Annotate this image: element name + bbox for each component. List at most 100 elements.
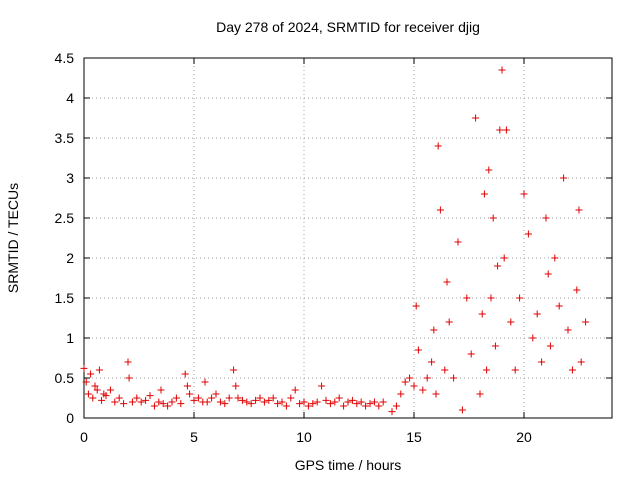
- data-point: [322, 396, 330, 404]
- data-point: [458, 406, 466, 414]
- data-point: [331, 398, 339, 406]
- data-point: [274, 400, 282, 408]
- data-point: [186, 390, 194, 398]
- data-point: [483, 366, 491, 374]
- x-tick-label: 15: [406, 429, 422, 445]
- data-point: [256, 394, 264, 402]
- data-point: [428, 358, 436, 366]
- data-point: [194, 394, 202, 402]
- data-point: [313, 398, 321, 406]
- data-point: [555, 302, 563, 310]
- data-point: [491, 342, 499, 350]
- x-tick-label: 10: [296, 429, 312, 445]
- data-point: [150, 402, 158, 410]
- data-point: [93, 386, 101, 394]
- data-point: [304, 402, 312, 410]
- data-point: [406, 374, 414, 382]
- data-point: [441, 366, 449, 374]
- data-points: [80, 66, 590, 416]
- data-point: [379, 398, 387, 406]
- data-point: [335, 394, 343, 402]
- data-point: [568, 366, 576, 374]
- data-point: [95, 366, 103, 374]
- data-point: [133, 394, 141, 402]
- data-point: [159, 400, 167, 408]
- data-point: [340, 402, 348, 410]
- y-tick-label: 3.5: [55, 130, 75, 146]
- chart-title: Day 278 of 2024, SRMTID for receiver dji…: [216, 19, 480, 35]
- data-point: [102, 392, 110, 400]
- data-point: [357, 398, 365, 406]
- data-point: [269, 394, 277, 402]
- data-point: [436, 206, 444, 214]
- data-point: [155, 398, 163, 406]
- data-point: [392, 402, 400, 410]
- data-point: [366, 400, 374, 408]
- data-point: [238, 396, 246, 404]
- data-point: [494, 262, 502, 270]
- data-point: [487, 294, 495, 302]
- y-tick-label: 2.5: [55, 210, 75, 226]
- data-point: [419, 386, 427, 394]
- data-point: [434, 142, 442, 150]
- y-tick-label: 4: [66, 90, 74, 106]
- data-point: [414, 346, 422, 354]
- y-tick-label: 1.5: [55, 290, 75, 306]
- y-tick-labels: 0 0.5 1 1.5 2 2.5 3 3.5 4 4.5: [55, 50, 75, 426]
- y-tick-label: 0.5: [55, 370, 75, 386]
- data-point: [362, 402, 370, 410]
- data-point: [476, 390, 484, 398]
- data-point: [520, 190, 528, 198]
- data-point: [183, 382, 191, 390]
- data-point: [538, 358, 546, 366]
- x-tick-label: 0: [80, 429, 88, 445]
- data-point: [84, 390, 92, 398]
- data-point: [454, 238, 462, 246]
- data-point: [573, 286, 581, 294]
- data-point: [80, 364, 88, 372]
- data-point: [287, 394, 295, 402]
- data-point: [291, 386, 299, 394]
- data-point: [443, 278, 451, 286]
- data-point: [203, 398, 211, 406]
- data-point: [480, 190, 488, 198]
- data-point: [247, 400, 255, 408]
- data-point: [208, 394, 216, 402]
- data-point: [423, 374, 431, 382]
- data-point: [300, 398, 308, 406]
- x-axis-label: GPS time / hours: [295, 457, 402, 473]
- data-point: [511, 366, 519, 374]
- data-point: [353, 400, 361, 408]
- data-point: [472, 114, 480, 122]
- data-point: [500, 254, 508, 262]
- y-axis-label: SRMTID / TECUs: [5, 183, 21, 293]
- data-point: [326, 400, 334, 408]
- data-point: [137, 398, 145, 406]
- data-point: [282, 402, 290, 410]
- data-point: [278, 398, 286, 406]
- data-point: [216, 398, 224, 406]
- data-point: [124, 358, 132, 366]
- plot-frame: [83, 57, 613, 419]
- data-point: [243, 398, 251, 406]
- data-point: [430, 326, 438, 334]
- data-point: [164, 402, 172, 410]
- data-point: [478, 310, 486, 318]
- data-point: [177, 400, 185, 408]
- data-point: [265, 396, 273, 404]
- data-point: [577, 358, 585, 366]
- data-point: [230, 366, 238, 374]
- y-tick-label: 1: [66, 330, 74, 346]
- data-point: [564, 326, 572, 334]
- grid-lines: [84, 58, 612, 418]
- data-point: [445, 318, 453, 326]
- data-point: [560, 174, 568, 182]
- x-tick-labels: 0 5 10 15 20: [80, 429, 532, 445]
- data-point: [370, 398, 378, 406]
- data-point: [533, 310, 541, 318]
- data-point: [234, 394, 242, 402]
- data-point: [111, 398, 119, 406]
- data-point: [348, 396, 356, 404]
